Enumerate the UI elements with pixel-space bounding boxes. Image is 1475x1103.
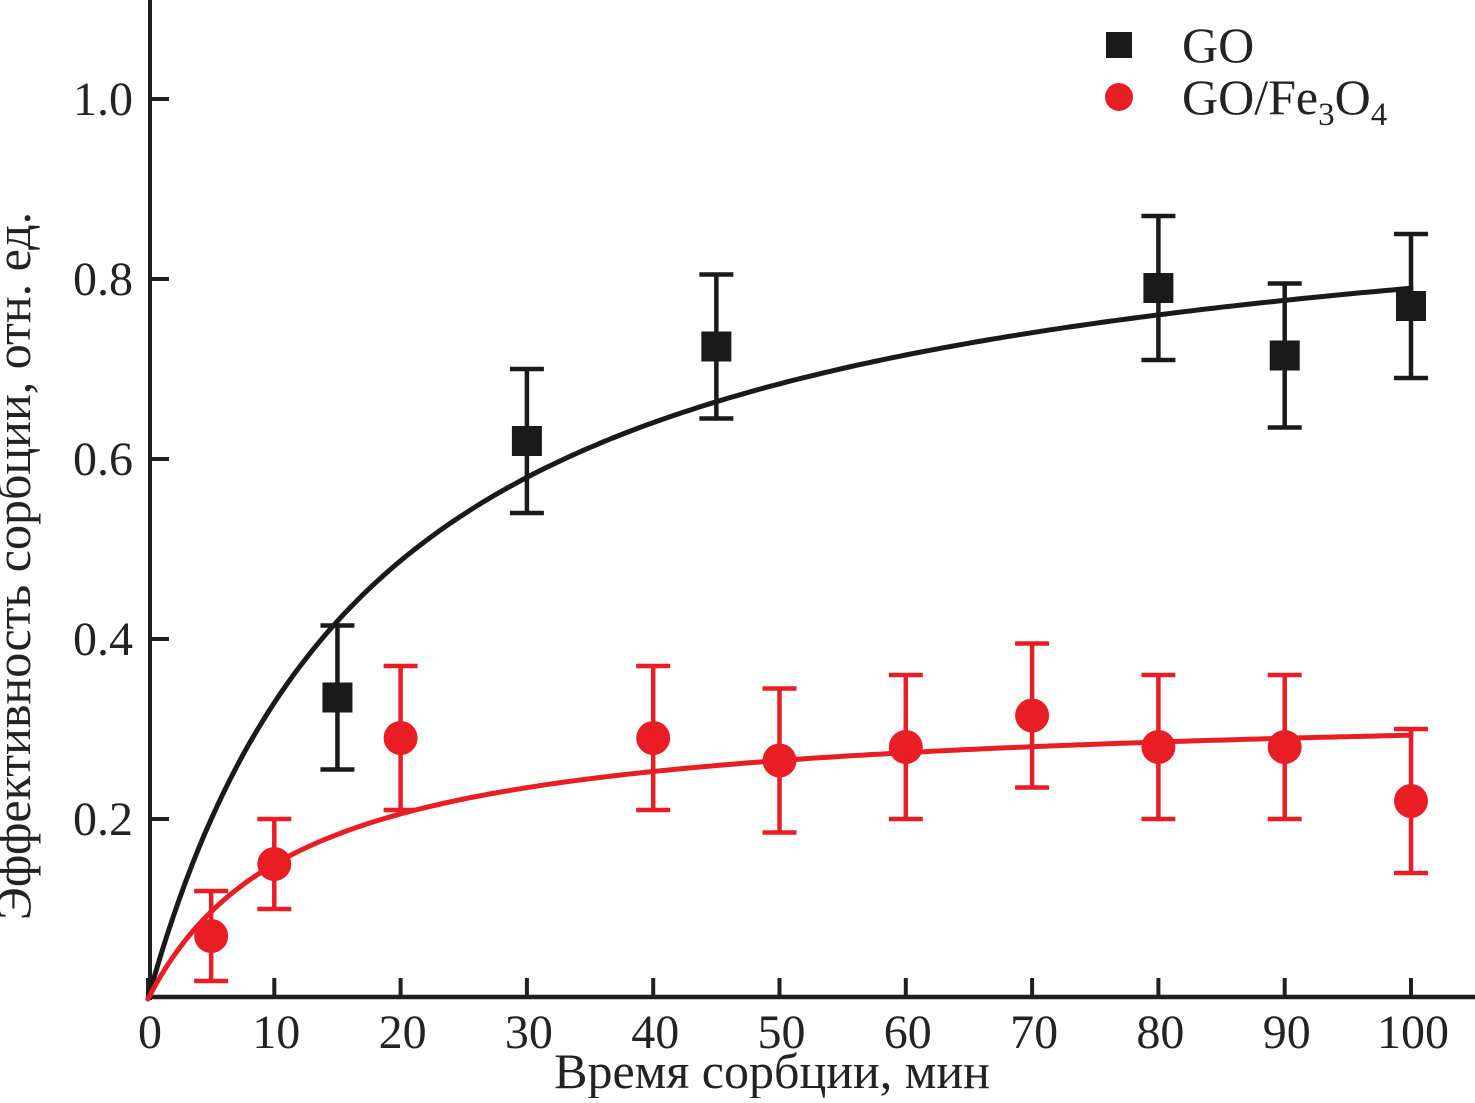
marker-go: [322, 682, 353, 713]
marker-go-fe3o4: [257, 847, 292, 881]
x-tick-label: 40: [631, 1006, 679, 1059]
x-axis-title: Время сорбции, мин: [554, 1043, 990, 1098]
x-tick-label: 50: [758, 1006, 806, 1059]
marker-go-fe3o4: [194, 919, 229, 953]
y-tick-label: 1.0: [73, 73, 133, 126]
legend-label-go-fe3o4: GO/Fe3O4: [1182, 69, 1387, 133]
marker-go: [1396, 291, 1426, 321]
marker-go-fe3o4: [1267, 730, 1302, 764]
y-axis-title: Эффективность сорбции, отн. ед.: [0, 212, 41, 920]
y-tick-label: 0.2: [73, 793, 133, 846]
x-tick-label: 70: [1010, 1006, 1058, 1059]
x-tick-label: 30: [505, 1006, 553, 1059]
x-tick-label: 100: [1377, 1006, 1449, 1059]
legend-label-go: GO: [1182, 17, 1254, 73]
x-tick-label: 90: [1263, 1006, 1311, 1059]
marker-go-fe3o4: [1015, 698, 1050, 733]
marker-go-fe3o4: [762, 743, 797, 778]
marker-go-fe3o4: [888, 730, 923, 764]
marker-go: [511, 426, 542, 456]
marker-go: [1143, 273, 1174, 303]
marker-go-fe3o4: [1141, 730, 1176, 764]
legend-marker-go: [1106, 32, 1132, 58]
marker-go-fe3o4: [636, 721, 671, 755]
marker-go-fe3o4: [1394, 784, 1428, 818]
x-tick-label: 10: [252, 1006, 300, 1059]
legend-marker-go-fe3o4: [1105, 83, 1133, 111]
x-tick-label: 60: [884, 1006, 932, 1059]
y-tick-label: 0.4: [73, 613, 133, 666]
y-tick-label: 0.6: [73, 433, 133, 486]
marker-go: [701, 331, 732, 362]
y-tick-label: 0.8: [73, 253, 133, 306]
x-tick-label: 0: [138, 1006, 162, 1059]
x-tick-label: 80: [1136, 1006, 1184, 1059]
x-tick-label: 20: [379, 1006, 427, 1059]
marker-go-fe3o4: [383, 721, 418, 755]
marker-go: [1269, 340, 1300, 371]
fit-curve-go: [145, 285, 1414, 1002]
